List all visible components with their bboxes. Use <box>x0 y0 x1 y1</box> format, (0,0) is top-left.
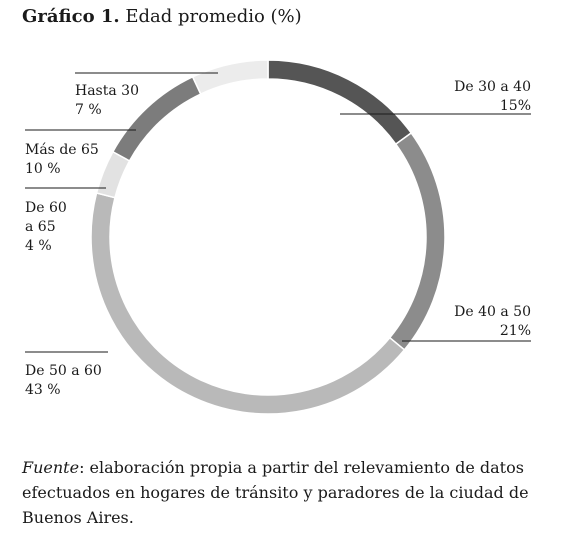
slice-category-label-4: Más de 65 <box>25 142 99 158</box>
slice-category-label-3: a 65 <box>25 219 56 235</box>
donut-chart: De 30 a 40 15% De 40 a 50 21% De 50 a 60 43 %… <box>25 59 531 415</box>
slice-labels: De 30 a 40 15% De 40 a 50 21% De 50 a 60 43 %… <box>25 79 531 398</box>
source-text: : elaboración propia a partir del releva… <box>22 458 529 527</box>
source-note: Fuente: elaboración propia a partir del … <box>22 455 562 530</box>
slice-value-label-4: 10 % <box>25 161 61 177</box>
slice-category-label-1: De 40 a 50 <box>454 304 531 320</box>
slice-0 <box>267 59 413 146</box>
leader-lines <box>25 72 531 353</box>
slice-category-label-5: Hasta 30 <box>75 83 139 99</box>
donut-slices <box>90 59 446 415</box>
chart-title-number: Gráfico 1. <box>22 6 120 27</box>
slice-value-label-5: 7 % <box>75 102 102 118</box>
chart-title: Gráfico 1. Edad promedio (%) <box>22 4 302 30</box>
slice-1 <box>388 131 446 351</box>
slice-value-label-0: 15% <box>500 98 531 114</box>
slice-category-label-2: De 50 a 60 <box>25 363 102 379</box>
chart-title-text: Edad promedio (%) <box>125 6 302 27</box>
source-label: Fuente <box>22 458 80 477</box>
slice-5 <box>191 59 269 96</box>
slice-value-label-2: 43 % <box>25 382 61 398</box>
slice-value-label-1: 21% <box>500 323 531 339</box>
slice-category-label-3: De 60 <box>25 200 67 216</box>
slice-2 <box>90 192 406 415</box>
slice-category-label-0: De 30 a 40 <box>454 79 531 95</box>
slice-value-label-3: 4 % <box>25 238 52 254</box>
